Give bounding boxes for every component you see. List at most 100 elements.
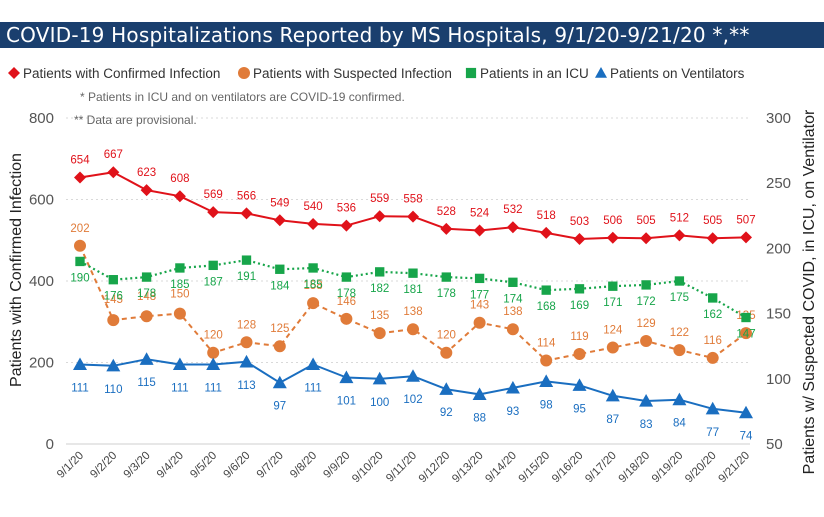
data-point-ventilators (406, 369, 420, 382)
data-point-suspected (573, 348, 586, 361)
y-tick-label: 600 (29, 192, 54, 209)
data-point-icu (341, 272, 352, 282)
x-tick-label: 9/2/20 (88, 450, 119, 481)
data-point-suspected (440, 346, 453, 359)
data-point-suspected (706, 351, 719, 364)
data-label-confirmed: 505 (637, 215, 656, 227)
legend-marker-diamond (8, 67, 20, 79)
data-point-ventilators (106, 358, 121, 372)
data-label-icu: 174 (503, 293, 523, 305)
legend-item: Patients with Confirmed Infection (8, 66, 220, 81)
y2-axis-title: Patients w/ Suspected COVID, in ICU, on … (801, 109, 818, 474)
data-label-confirmed: 507 (736, 214, 755, 226)
x-tick-label: 9/16/20 (550, 450, 586, 486)
data-label-confirmed: 623 (137, 167, 156, 179)
data-label-ventilators: 111 (204, 382, 221, 394)
data-point-suspected (640, 334, 653, 347)
title-bar: COVID-19 Hospitalizations Reported by MS… (0, 0, 824, 48)
x-tick-label: 9/18/20 (617, 450, 653, 486)
data-point-icu (141, 272, 152, 282)
data-point-ventilators (73, 357, 87, 371)
data-label-icu: 185 (304, 279, 323, 291)
data-point-confirmed (440, 222, 453, 235)
data-label-ventilators: 98 (540, 399, 553, 411)
data-point-ventilators (139, 352, 154, 365)
data-point-icu (741, 312, 751, 323)
data-label-suspected: 124 (603, 325, 623, 337)
data-point-suspected (140, 310, 153, 323)
legend-label: Patients in an ICU (480, 66, 589, 81)
data-point-confirmed (740, 231, 752, 244)
data-point-confirmed (640, 232, 653, 245)
data-label-suspected: 125 (270, 323, 289, 335)
data-label-suspected: 138 (503, 306, 522, 318)
data-label-icu: 175 (670, 292, 689, 304)
x-tick-label: 9/14/20 (483, 450, 519, 486)
legend-item: Patients with Suspected Infection (238, 66, 452, 81)
data-point-suspected (540, 354, 553, 367)
data-label-ventilators: 97 (273, 401, 286, 413)
legend-label: Patients on Ventilators (610, 66, 745, 81)
chart-title: COVID-19 Hospitalizations Reported by MS… (6, 23, 750, 47)
x-tick-label: 9/6/20 (222, 450, 253, 481)
x-tick-label: 9/12/20 (417, 450, 453, 486)
x-tick-label: 9/4/20 (155, 450, 186, 481)
data-point-ventilators (672, 392, 687, 406)
data-label-confirmed: 518 (537, 210, 556, 222)
legend-marker-square (465, 67, 477, 79)
data-label-suspected: 122 (670, 327, 689, 339)
data-point-suspected (340, 312, 353, 325)
data-point-confirmed (673, 229, 686, 242)
data-label-icu: 162 (703, 309, 722, 321)
data-point-confirmed (340, 219, 353, 232)
data-label-ventilators: 110 (104, 384, 122, 396)
data-point-icu (408, 268, 418, 278)
data-label-confirmed: 559 (370, 193, 389, 205)
y2-tick-label: 50 (766, 436, 783, 453)
data-label-icu: 178 (437, 288, 456, 300)
data-point-confirmed (307, 217, 320, 230)
series-line-suspected (79, 245, 747, 362)
data-label-ventilators: 84 (673, 418, 686, 430)
data-point-icu (75, 256, 85, 267)
data-label-suspected: 128 (237, 319, 256, 331)
data-label-suspected: 120 (437, 330, 456, 342)
data-point-ventilators (572, 378, 587, 391)
data-label-suspected: 129 (637, 318, 656, 330)
data-label-icu: 184 (270, 280, 290, 292)
data-point-suspected (240, 336, 253, 349)
data-label-confirmed: 503 (570, 216, 589, 228)
data-label-suspected: 138 (403, 306, 422, 318)
data-label-confirmed: 506 (603, 215, 622, 227)
data-label-icu: 185 (170, 279, 189, 291)
note-provisional: ** Data are provisional. (74, 113, 197, 127)
data-point-icu (508, 277, 518, 287)
x-tick-label: 9/9/20 (321, 450, 352, 481)
data-point-ventilators (272, 375, 287, 389)
data-label-ventilators: 83 (640, 419, 653, 431)
x-tick-label: 9/7/20 (255, 450, 286, 481)
data-point-ventilators (705, 401, 720, 415)
data-point-ventilators (605, 388, 620, 402)
data-point-icu (175, 263, 185, 273)
data-point-suspected (407, 323, 419, 336)
x-tick-label: 9/11/20 (384, 450, 419, 485)
data-label-confirmed: 540 (304, 201, 323, 213)
x-tick-label: 9/20/20 (683, 450, 719, 486)
data-point-ventilators (505, 380, 520, 394)
note-icu-ventilators: * Patients in ICU and on ventilators are… (80, 90, 405, 104)
data-label-ventilators: 111 (304, 382, 321, 394)
data-label-confirmed: 558 (403, 194, 422, 206)
data-label-icu: 168 (537, 301, 556, 313)
y2-tick-label: 300 (766, 110, 791, 127)
data-label-icu: 177 (470, 289, 489, 301)
data-point-icu (608, 281, 618, 291)
legend: Patients with Confirmed Infection Patient… (8, 66, 745, 81)
data-label-icu: 178 (137, 288, 156, 300)
data-label-confirmed: 528 (437, 206, 456, 218)
x-tick-label: 9/19/20 (650, 450, 686, 486)
data-label-confirmed: 654 (70, 154, 90, 166)
data-label-ventilators: 88 (473, 412, 486, 424)
data-point-ventilators (639, 393, 654, 407)
